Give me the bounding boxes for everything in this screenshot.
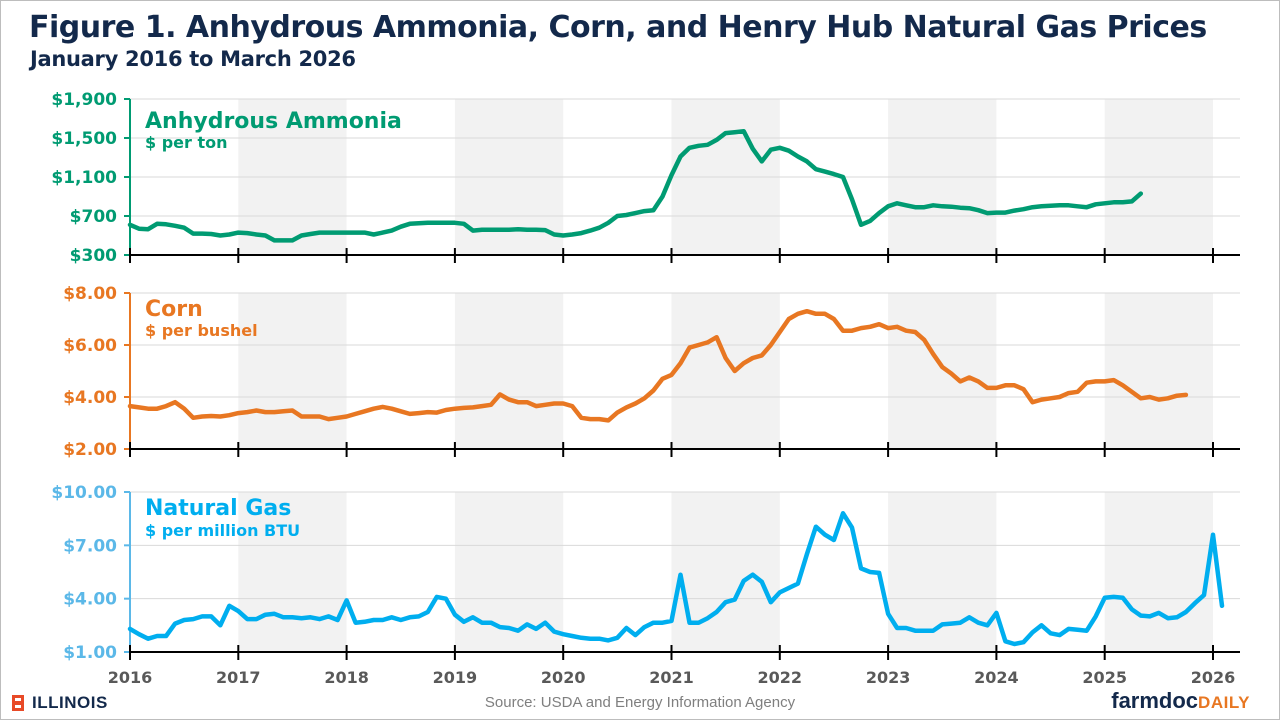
year-band (238, 293, 347, 449)
year-band (238, 492, 347, 652)
illinois-logo-text: ILLINOIS (32, 693, 108, 712)
y-tick-label: $1,500 (51, 129, 117, 149)
year-band (1104, 492, 1213, 652)
panel-corn: $2.00 $4.00 $6.00 $8.00 Corn$ per bushel (63, 284, 1240, 460)
y-tick-label: $1,100 (51, 168, 117, 188)
x-tick-label: 2022 (758, 668, 803, 687)
y-tick-label: $2.00 (63, 440, 117, 460)
panel-anhydrous-ammonia: $300 $700 $1,100 $1,500 $1,900 Anhydrous Ammo… (51, 90, 1240, 266)
series-unit-label: $ per million BTU (145, 521, 300, 540)
series-title: Natural Gas (145, 496, 291, 521)
x-tick-label: 2018 (324, 668, 369, 687)
y-tick-label: $4.00 (63, 388, 117, 408)
year-band (671, 293, 780, 449)
x-tick-label: 2019 (433, 668, 478, 687)
y-tick-label: $6.00 (63, 336, 117, 356)
series-title: Corn (145, 297, 203, 322)
y-tick-label: $10.00 (51, 483, 117, 503)
year-band (454, 293, 564, 449)
series-line-anhydrous-ammonia (127, 128, 1144, 243)
x-tick-label: 2024 (974, 668, 1019, 687)
illinois-logo: ILLINOIS (12, 693, 108, 713)
series-line-natural-gas (127, 511, 1225, 647)
x-tick-label: 2021 (649, 668, 694, 687)
illinois-block-i-icon (12, 695, 24, 711)
year-band (1104, 293, 1213, 449)
farmdoc-logo-text: farmdoc (1111, 688, 1199, 713)
year-band (888, 293, 997, 449)
y-tick-label: $300 (70, 246, 117, 266)
y-tick-label: $700 (70, 207, 117, 227)
x-tick-label: 2017 (216, 668, 261, 687)
chart-title: Figure 1. Anhydrous Ammonia, Corn, and H… (29, 10, 1207, 45)
x-tick-label: 2023 (866, 668, 911, 687)
series-title: Anhydrous Ammonia (145, 109, 402, 134)
y-tick-label: $8.00 (63, 284, 117, 304)
x-tick-label: 2026 (1191, 668, 1236, 687)
x-tick-label: 2020 (541, 668, 586, 687)
x-tick-label: 2025 (1082, 668, 1127, 687)
daily-logo-text: DAILY (1198, 693, 1250, 712)
panel-natural-gas: $1.00 $4.00 $7.00 $10.00 Natural Gas$ per mi… (51, 483, 1240, 663)
y-tick-label: $1.00 (63, 643, 117, 663)
y-tick-label: $4.00 (63, 590, 117, 610)
farmdoc-daily-logo: farmdocDAILY (1111, 688, 1250, 714)
series-unit-label: $ per ton (145, 133, 228, 152)
series-line-corn (127, 308, 1189, 423)
series-unit-label: $ per bushel (145, 321, 258, 340)
y-tick-label: $1,900 (51, 90, 117, 110)
chart-subtitle: January 2016 to March 2026 (30, 47, 356, 71)
year-band (671, 492, 780, 652)
y-tick-label: $7.00 (63, 536, 117, 556)
x-tick-label: 2016 (108, 668, 153, 687)
source-note: Source: USDA and Energy Information Agen… (484, 694, 796, 711)
